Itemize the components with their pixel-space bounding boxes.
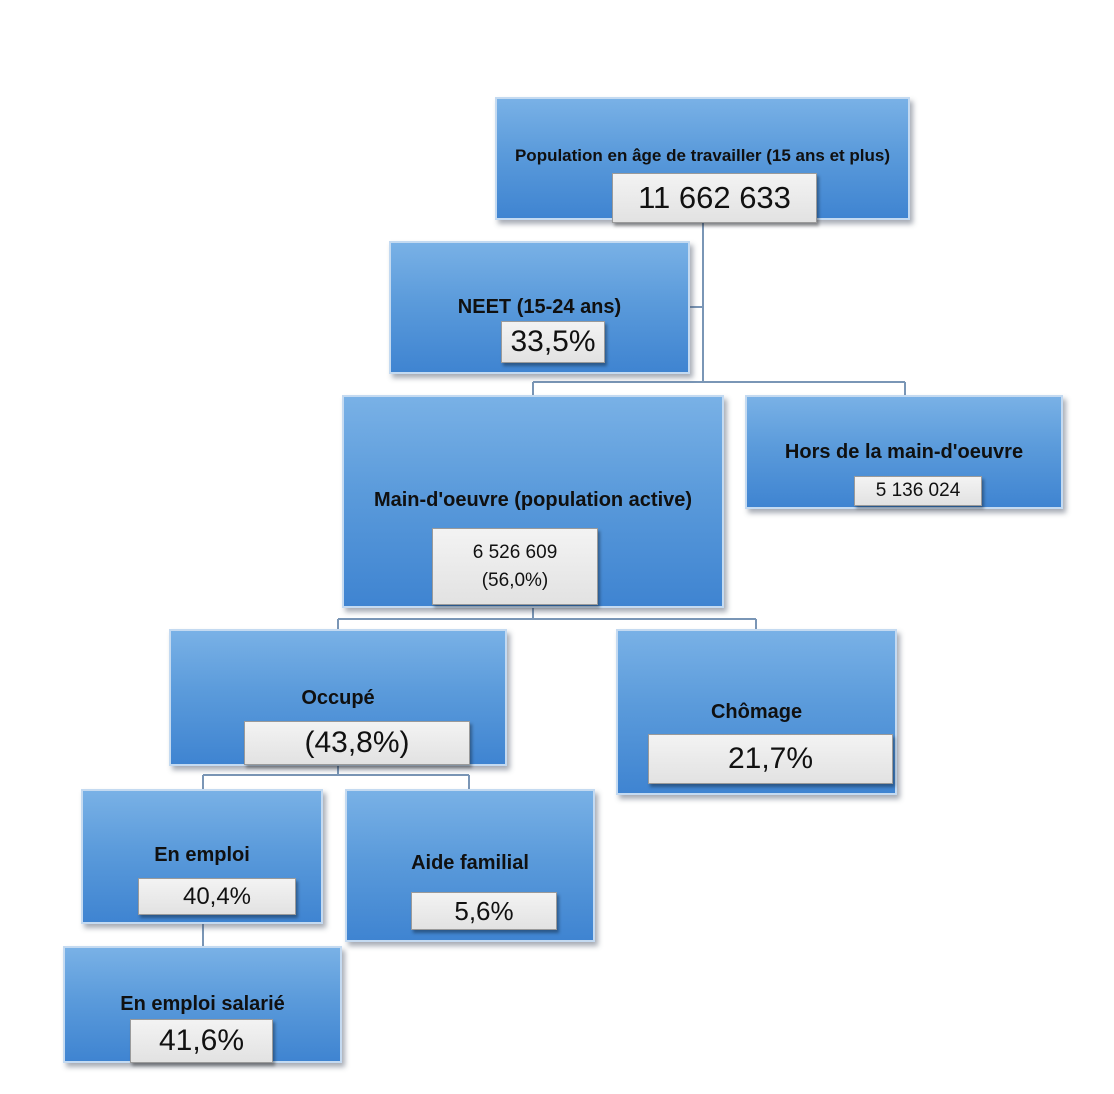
node-main-oeuvre-title: Main-d'oeuvre (population active) xyxy=(373,489,693,511)
node-main-oeuvre: Main-d'oeuvre (population active) 6 526 … xyxy=(342,395,724,608)
node-chomage: Chômage 21,7% xyxy=(616,629,897,795)
node-aide-familial-value: 5,6% xyxy=(411,892,557,930)
node-neet: NEET (15-24 ans) 33,5% xyxy=(389,241,690,374)
node-occupe: Occupé (43,8%) xyxy=(169,629,507,766)
node-occupe-value: (43,8%) xyxy=(244,721,470,765)
node-chomage-title: Chômage xyxy=(710,701,803,723)
node-neet-value: 33,5% xyxy=(501,321,605,363)
node-en-emploi: En emploi 40,4% xyxy=(81,789,323,924)
node-hors: Hors de la main-d'oeuvre 5 136 024 xyxy=(745,395,1063,509)
node-main-oeuvre-count: 6 526 609 xyxy=(472,541,558,563)
node-population: Population en âge de travailler (15 ans … xyxy=(495,97,910,223)
node-occupe-title: Occupé xyxy=(301,687,375,709)
node-en-emploi-salarie: En emploi salarié 41,6% xyxy=(63,946,342,1063)
node-hors-title: Hors de la main-d'oeuvre xyxy=(784,441,1024,463)
node-main-oeuvre-percent: (56,0%) xyxy=(481,569,549,591)
node-population-value: 11 662 633 xyxy=(612,173,817,223)
node-hors-value: 5 136 024 xyxy=(854,476,982,506)
node-en-emploi-salarie-title: En emploi salarié xyxy=(120,993,285,1015)
node-population-title: Population en âge de travailler (15 ans … xyxy=(514,146,891,165)
node-en-emploi-value: 40,4% xyxy=(138,878,296,915)
node-en-emploi-salarie-value: 41,6% xyxy=(130,1019,273,1063)
node-aide-familial-title: Aide familial xyxy=(411,852,529,874)
node-en-emploi-title: En emploi xyxy=(154,844,250,866)
node-chomage-value: 21,7% xyxy=(648,734,893,784)
node-main-oeuvre-value: 6 526 609 (56,0%) xyxy=(432,528,598,605)
node-aide-familial: Aide familial 5,6% xyxy=(345,789,595,942)
node-neet-title: NEET (15-24 ans) xyxy=(457,296,622,318)
